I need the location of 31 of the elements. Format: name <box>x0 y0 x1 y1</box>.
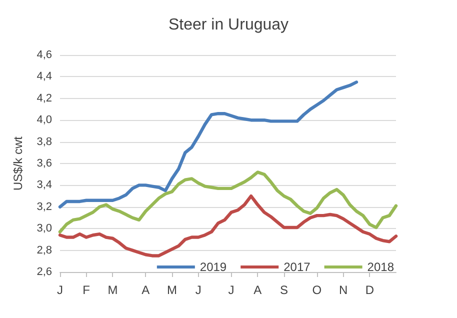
x-tick-label: A <box>254 283 262 297</box>
y-axis-title: US$/k cwt <box>11 136 25 191</box>
x-tick-label: J <box>57 283 63 297</box>
y-tick-label: 4,2 <box>36 92 52 104</box>
y-tick-label: 2,6 <box>36 266 52 278</box>
y-tick-label: 3,0 <box>36 222 52 235</box>
x-tick-label: J <box>228 283 234 297</box>
y-tick-label: 4,6 <box>36 49 52 61</box>
x-tick-label: J <box>195 283 202 297</box>
y-tick-label: 3,2 <box>36 200 52 213</box>
y-tick-label: 4,0 <box>36 114 52 126</box>
legend-label: 2019 <box>200 260 227 274</box>
y-tick-label: 2,8 <box>36 244 52 256</box>
line-series <box>58 80 358 208</box>
x-tick-label: A <box>142 283 150 297</box>
x-tick-label: D <box>365 283 374 297</box>
y-tick-label: 3,8 <box>36 136 52 148</box>
x-tick-label: O <box>312 283 322 297</box>
y-tick-label: 4,4 <box>36 70 52 83</box>
x-tick-label: M <box>108 283 118 297</box>
x-tick-label: S <box>280 283 288 297</box>
line-series <box>58 170 398 234</box>
x-tick-label: N <box>338 283 348 297</box>
y-tick-label: 3,4 <box>36 179 52 192</box>
x-tick-label: M <box>167 283 177 297</box>
x-tick-label: F <box>82 283 90 297</box>
legend-label: 2018 <box>367 260 394 274</box>
chart-title: Steer in Uruguay <box>168 16 289 34</box>
legend-label: 2017 <box>284 260 311 274</box>
y-tick-label: 3,6 <box>36 158 52 170</box>
line-series <box>58 194 398 258</box>
